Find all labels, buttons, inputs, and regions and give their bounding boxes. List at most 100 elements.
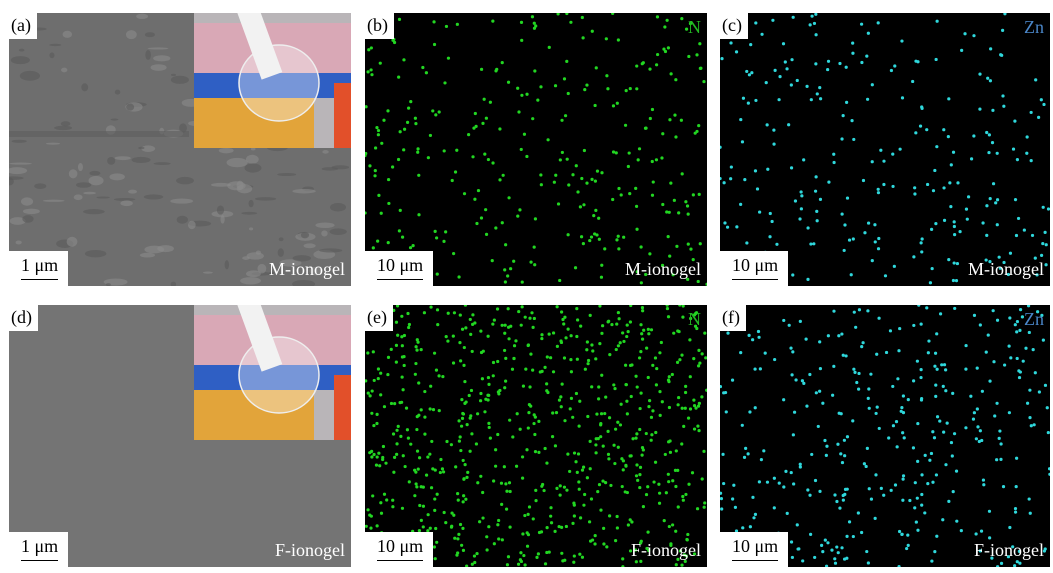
eds-dot [521, 532, 524, 535]
eds-dot [866, 309, 869, 312]
texture [322, 167, 338, 171]
eds-dot [903, 436, 906, 439]
eds-dot [778, 482, 781, 485]
eds-dot [459, 313, 462, 316]
eds-dot [766, 481, 769, 484]
eds-dot [519, 558, 522, 561]
eds-dot [573, 554, 576, 557]
texture [61, 68, 67, 73]
eds-dot [420, 408, 423, 411]
eds-dot [560, 526, 563, 529]
eds-dot [456, 23, 459, 26]
eds-dot [689, 375, 692, 378]
eds-dot [931, 430, 934, 433]
eds-dot [527, 411, 530, 414]
eds-dot [791, 273, 794, 276]
eds-dot [484, 208, 487, 211]
eds-dot [865, 54, 868, 57]
eds-dot [554, 84, 557, 87]
texture [176, 177, 194, 184]
eds-dot [901, 96, 904, 99]
eds-dot [875, 353, 878, 356]
eds-dot [773, 358, 776, 361]
panel-label: (e) [365, 305, 393, 331]
eds-dot [641, 306, 644, 309]
eds-dot [871, 83, 874, 86]
eds-dot [857, 511, 860, 514]
scale-bar: 10 μm [365, 251, 433, 287]
eds-dot [433, 545, 436, 548]
eds-dot [576, 318, 579, 321]
eds-dot [436, 273, 439, 276]
eds-dot [467, 133, 470, 136]
eds-dot [376, 524, 379, 527]
eds-dot [893, 265, 896, 268]
eds-dot [592, 214, 595, 217]
eds-dot [435, 236, 438, 239]
eds-dot [558, 279, 561, 282]
eds-dot [445, 335, 448, 338]
eds-dot [686, 533, 689, 536]
eds-dot [614, 428, 617, 431]
eds-dot [408, 323, 411, 326]
eds-dot [697, 124, 700, 127]
eds-dot [639, 392, 642, 395]
eds-dot [516, 412, 519, 415]
eds-dot [533, 317, 536, 320]
eds-dot [504, 324, 507, 327]
texture [321, 230, 327, 236]
eds-dot [668, 375, 671, 378]
eds-dot [842, 114, 845, 117]
eds-dot [565, 525, 568, 528]
texture [49, 44, 61, 46]
eds-dot [550, 521, 553, 524]
eds-dot [520, 324, 523, 327]
eds-dot [511, 435, 514, 438]
eds-dot [1038, 390, 1041, 393]
eds-dot [845, 66, 848, 69]
eds-dot [758, 210, 761, 213]
eds-dot [617, 344, 620, 347]
eds-dot [488, 426, 491, 429]
eds-dot [505, 490, 508, 493]
eds-dot [636, 385, 639, 388]
eds-dot [589, 467, 592, 470]
eds-dot [1033, 423, 1036, 426]
eds-dot [805, 338, 808, 341]
eds-dot [873, 223, 876, 226]
eds-dot [720, 57, 723, 60]
eds-dot [441, 467, 444, 470]
eds-dot [599, 508, 602, 511]
eds-dot [580, 235, 583, 238]
eds-dot [496, 433, 499, 436]
eds-dot [730, 165, 733, 168]
eds-dot [546, 138, 549, 141]
eds-dot [487, 158, 490, 161]
eds-dot [867, 32, 870, 35]
eds-dot [465, 476, 468, 479]
eds-dot [772, 143, 775, 146]
eds-dot [654, 431, 657, 434]
eds-dot [654, 461, 657, 464]
eds-dot [406, 121, 409, 124]
eds-dot [507, 326, 510, 329]
eds-dot [507, 81, 510, 84]
texture [277, 173, 296, 176]
eds-dot [902, 394, 905, 397]
eds-dot [587, 359, 590, 362]
eds-dot [646, 485, 649, 488]
eds-dot [522, 554, 525, 557]
eds-dot [383, 405, 386, 408]
eds-dot [980, 439, 983, 442]
micrograph [365, 13, 707, 286]
eds-dot [787, 123, 790, 126]
eds-dot [664, 50, 667, 53]
texture [83, 209, 105, 214]
eds-dot [935, 145, 938, 148]
eds-dot [625, 383, 628, 386]
eds-dot [567, 92, 570, 95]
eds-dot [534, 450, 537, 453]
eds-dot [628, 192, 631, 195]
eds-dot [1014, 198, 1017, 201]
eds-dot [483, 98, 486, 101]
